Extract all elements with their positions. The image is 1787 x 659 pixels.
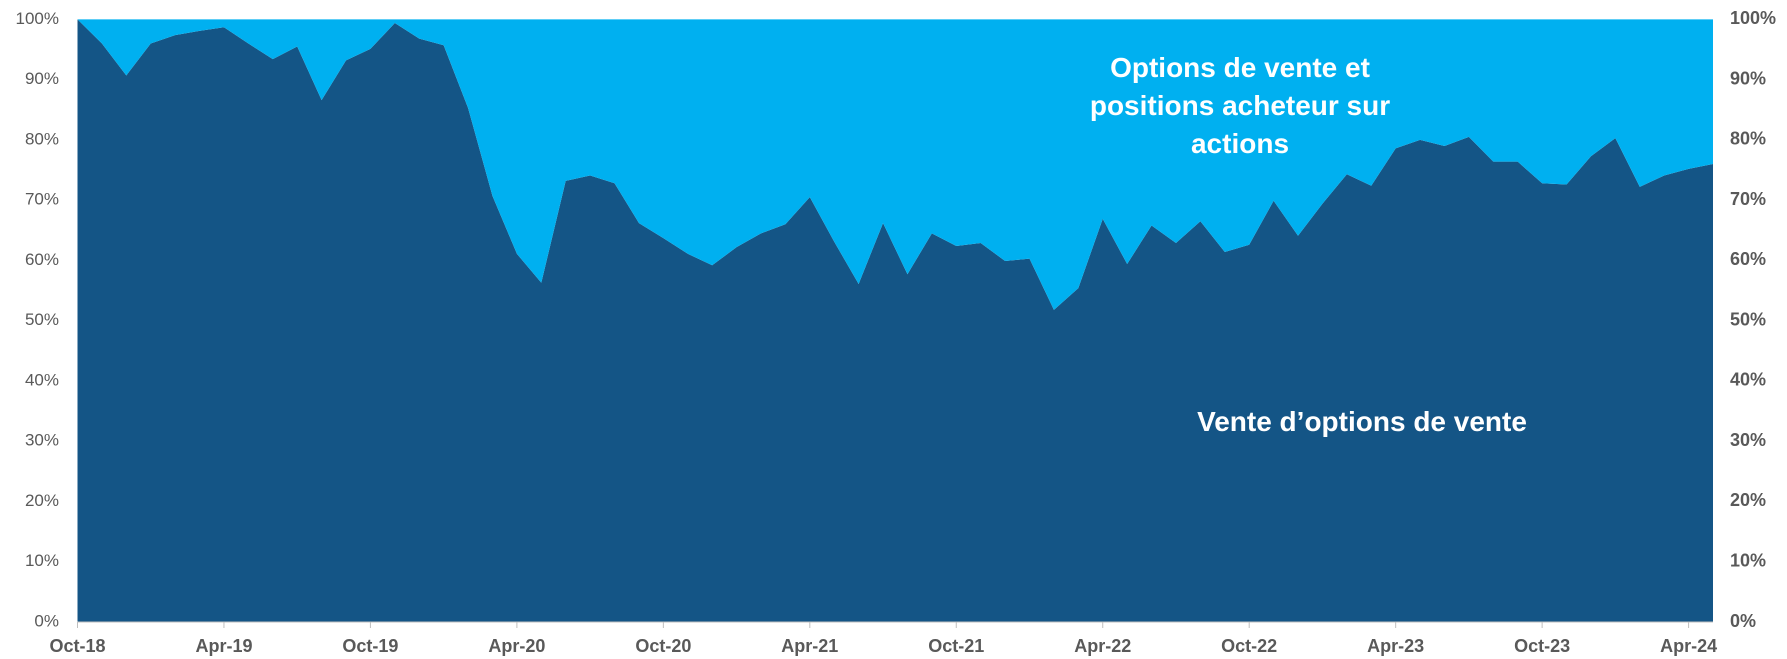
y-tick-label: 0%	[34, 611, 59, 630]
y2-tick-label: 100%	[1730, 8, 1776, 28]
series-label: Options de vente et positions acheteur s…	[1089, 52, 1391, 159]
x-tick-label: Oct-22	[1221, 636, 1277, 656]
x-tick-label: Oct-20	[635, 636, 691, 656]
series-label: Vente d’options de vente	[1197, 406, 1527, 437]
y-tick-label: 70%	[25, 190, 59, 209]
x-tick-label: Oct-19	[342, 636, 398, 656]
area	[77, 19, 1713, 310]
x-tick-label: Apr-20	[488, 636, 545, 656]
area	[77, 19, 1713, 622]
y2-tick-label: 50%	[1730, 309, 1766, 329]
x-tick-label: Oct-23	[1514, 636, 1570, 656]
y-tick-label: 20%	[25, 491, 59, 510]
y2-tick-label: 0%	[1730, 611, 1756, 631]
y-tick-label: 40%	[25, 370, 59, 389]
x-tick-label: Oct-21	[928, 636, 984, 656]
y-tick-label: 80%	[25, 129, 59, 148]
y2-tick-label: 10%	[1730, 550, 1766, 570]
y-tick-label: 60%	[25, 250, 59, 269]
y-tick-label: 30%	[25, 431, 59, 450]
x-tick-label: Apr-23	[1367, 636, 1424, 656]
x-tick-label: Apr-19	[195, 636, 252, 656]
y-tick-label: 100%	[16, 9, 59, 28]
x-tick-label: Apr-22	[1074, 636, 1131, 656]
y-tick-label: 90%	[25, 69, 59, 88]
y-tick-label: 50%	[25, 310, 59, 329]
x-tick-label: Apr-21	[781, 636, 838, 656]
y2-tick-label: 90%	[1730, 68, 1766, 88]
x-tick-label: Oct-18	[49, 636, 105, 656]
y-tick-label: 10%	[25, 551, 59, 570]
y2-tick-label: 30%	[1730, 430, 1766, 450]
x-tick-label: Apr-24	[1660, 636, 1717, 656]
y2-tick-label: 60%	[1730, 249, 1766, 269]
y2-tick-label: 80%	[1730, 129, 1766, 149]
y2-tick-label: 70%	[1730, 189, 1766, 209]
y2-tick-label: 20%	[1730, 490, 1766, 510]
y2-tick-label: 40%	[1730, 370, 1766, 390]
